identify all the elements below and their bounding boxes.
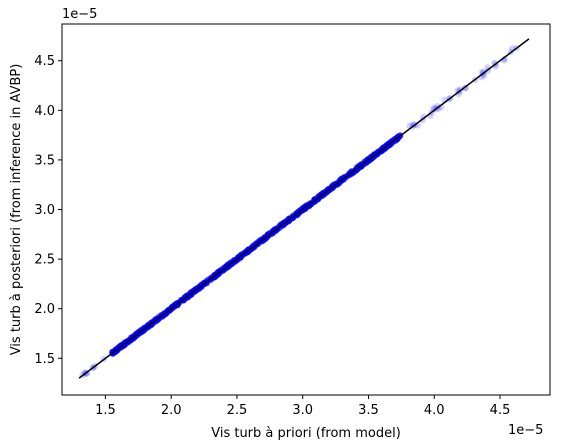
scatter-point <box>430 106 437 113</box>
identity-line-layer <box>78 38 530 379</box>
y-tick-label: 1.5 <box>34 352 55 367</box>
x-tick-label: 3.0 <box>292 403 313 418</box>
x-tick-label: 2.5 <box>227 403 248 418</box>
scatter-point <box>435 105 442 112</box>
y-tick-label: 2.5 <box>34 253 55 268</box>
y-tick-label: 3.5 <box>34 153 55 168</box>
scatter-point <box>501 55 508 63</box>
scatter-point <box>409 121 417 128</box>
x-axis-offset-label: 1e−5 <box>508 423 543 438</box>
scatter-point <box>420 113 427 120</box>
x-tick-label: 4.0 <box>424 403 445 418</box>
y-axis-label: Vis turb à posteriori (from inference in… <box>9 64 24 356</box>
scatter-point <box>480 68 487 76</box>
y-axis-offset-label: 1e−5 <box>62 7 97 22</box>
identity-line <box>78 38 530 379</box>
x-axis-label: Vis turb à priori (from model) <box>211 426 401 441</box>
x-tick-label: 2.0 <box>161 403 182 418</box>
x-tick-label: 4.5 <box>490 403 511 418</box>
scatter-point <box>434 103 441 110</box>
y-tick-label: 3.0 <box>34 203 55 218</box>
scatter-point <box>437 103 445 111</box>
x-tick-label: 1.5 <box>95 403 116 418</box>
x-axis-ticks: 1.5 2.0 2.5 3.0 3.5 4.0 4.5 <box>95 395 510 418</box>
y-tick-label: 4.5 <box>34 54 55 69</box>
y-tick-label: 2.0 <box>34 302 55 317</box>
x-tick-label: 3.5 <box>358 403 379 418</box>
y-tick-label: 4.0 <box>34 104 55 119</box>
scatter-point <box>462 84 469 92</box>
y-axis-ticks: 1.5 2.0 2.5 3.0 3.5 4.0 4.5 <box>34 54 62 367</box>
